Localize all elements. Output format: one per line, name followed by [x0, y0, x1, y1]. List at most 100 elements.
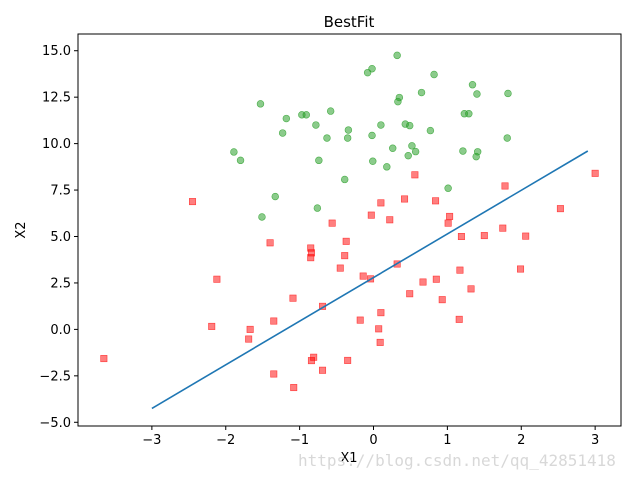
green-circle-point: [315, 156, 323, 165]
green-circle-point: [430, 70, 438, 79]
y-axis: −5.0 −2.5 0.0 2.5 5.0 7.5 10.0 12.5 15.0: [39, 44, 78, 431]
red-square-point: [517, 265, 525, 273]
red-square-point: [438, 296, 446, 304]
green-circle-point: [282, 114, 291, 123]
green-circle-point: [343, 134, 352, 142]
red-square-point: [591, 169, 599, 177]
green-circle-point: [503, 134, 511, 142]
x-axis: −3 −2 −1 0 1 2 3: [142, 426, 599, 448]
red-square-point: [522, 232, 530, 240]
red-square-point: [344, 356, 352, 364]
green-circle-point: [312, 121, 320, 129]
x-tick-label: −1: [290, 433, 309, 448]
green-circle-point: [368, 131, 376, 140]
red-square-point: [377, 199, 385, 207]
green-circle-point: [313, 204, 322, 212]
red-square-point: [499, 224, 507, 232]
y-tick-label: 15.0: [42, 44, 71, 59]
red-square-point: [367, 211, 375, 219]
y-tick-label: 2.5: [50, 276, 71, 291]
red-square-point: [432, 275, 440, 283]
green-circle-point: [389, 144, 397, 152]
y-tick-label: 7.5: [50, 184, 71, 199]
red-square-point: [455, 315, 463, 323]
green-circle-point: [377, 121, 385, 129]
green-circle-point: [426, 126, 435, 135]
y-tick-label: 5.0: [50, 230, 71, 245]
green-circle-point: [504, 89, 512, 98]
green-circle-point: [302, 111, 310, 119]
green-circle-point: [271, 192, 279, 201]
green-circle-point: [408, 142, 416, 150]
green-circle-point: [406, 121, 414, 130]
plot-area: [100, 51, 599, 410]
red-square-point: [289, 294, 297, 302]
red-square-point: [356, 316, 364, 324]
green-circle-point: [258, 213, 266, 221]
y-axis-label: X2: [14, 221, 29, 238]
red-square-point: [432, 197, 440, 205]
red-square-point: [375, 325, 383, 333]
green-circle-point: [444, 184, 452, 192]
y-tick-label: 0.0: [50, 323, 71, 338]
green-circle-point: [236, 156, 245, 165]
y-tick-label: 12.5: [42, 91, 71, 106]
green-circle-point: [459, 147, 467, 155]
green-circle-point: [323, 134, 331, 142]
x-axis-label: X1: [340, 451, 357, 466]
x-tick-label: −2: [216, 433, 235, 448]
plot-frame: [77, 33, 622, 427]
green-circle-point: [230, 148, 238, 156]
red-square-point: [359, 272, 367, 280]
chart-title: BestFit: [324, 13, 375, 31]
red-square-point: [411, 171, 419, 179]
watermark-text: https://blog.csdn.net/qq_42851418: [298, 451, 616, 470]
red-square-point: [377, 309, 385, 317]
red-square-point: [319, 366, 327, 374]
green-circle-point: [411, 147, 420, 156]
red-square-point: [270, 317, 278, 325]
red-square-point: [100, 355, 108, 363]
green-circle-point: [278, 129, 287, 137]
green-circle-point: [393, 51, 401, 60]
green-circle-point: [344, 126, 353, 134]
red-square-point: [336, 264, 344, 272]
red-square-point: [446, 212, 454, 220]
green-circle-point: [340, 175, 349, 184]
red-square-point: [342, 237, 350, 245]
green-circle-point: [256, 100, 265, 108]
red-square-point: [341, 252, 349, 260]
red-square-point: [270, 370, 278, 378]
red-square-point: [467, 285, 475, 293]
red-square-point: [444, 219, 452, 227]
red-square-point: [386, 216, 394, 224]
y-tick-label: 10.0: [42, 137, 71, 152]
red-square-point: [419, 278, 427, 286]
y-tick-label: −5.0: [39, 416, 71, 431]
green-circle-point: [404, 151, 412, 160]
red-square-point: [290, 384, 298, 392]
best-fit-line: [151, 150, 589, 410]
green-circle-point: [468, 81, 477, 89]
red-square-point: [457, 233, 465, 241]
red-square-point: [328, 219, 336, 227]
green-circle-point: [368, 65, 376, 73]
red-square-point: [307, 254, 315, 262]
green-circle-point: [326, 107, 335, 115]
green-circle-point: [473, 90, 481, 98]
green-circle-point: [417, 88, 426, 97]
red-square-point: [208, 322, 216, 330]
red-square-point: [501, 182, 509, 190]
green-circle-point: [383, 163, 391, 171]
green-circle-point: [465, 110, 473, 118]
red-square-point: [401, 195, 409, 203]
red-square-point: [246, 325, 254, 333]
y-tick-label: −2.5: [39, 369, 71, 384]
red-square-point: [245, 335, 253, 343]
x-tick-label: −3: [142, 433, 161, 448]
red-square-point: [480, 232, 488, 240]
green-circle-point: [394, 97, 402, 106]
red-square-point: [307, 357, 315, 365]
